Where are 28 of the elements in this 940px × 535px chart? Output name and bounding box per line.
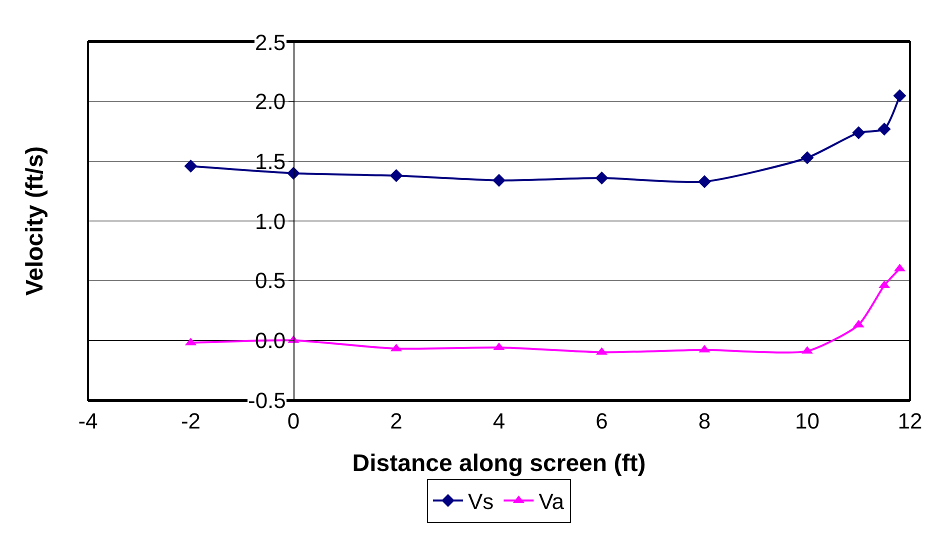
y-tick-label: 0.5 (255, 268, 286, 293)
x-tick-label: 0 (287, 408, 300, 434)
legend-label: Vs (468, 489, 494, 514)
point (698, 175, 711, 188)
x-tick-label: 6 (596, 408, 608, 434)
x-axis-title: Distance along screen (ft) (352, 450, 646, 478)
x-tick-label: 4 (492, 408, 506, 434)
y-tick-label: 2.0 (255, 89, 286, 114)
x-tick-label: -4 (78, 408, 98, 434)
point (852, 126, 866, 140)
y-axis-title: Velocity (ft/s) (22, 146, 49, 296)
x-tick-label: 10 (795, 408, 820, 434)
point (800, 151, 814, 164)
point (893, 89, 906, 102)
point (390, 169, 403, 182)
y-tick-label: -0.5 (248, 388, 286, 413)
point (595, 172, 608, 185)
legend-label: Va (538, 489, 565, 514)
x-tick-label: 8 (698, 408, 711, 434)
x-tick-label: 12 (898, 408, 922, 434)
y-tick-label: 1.0 (255, 209, 286, 234)
x-tick-label: -2 (180, 408, 201, 434)
point (184, 160, 198, 173)
point (878, 122, 891, 136)
point (492, 174, 506, 187)
y-tick-label: 2.5 (255, 30, 286, 55)
x-tick-label: 2 (390, 408, 402, 434)
y-tick-label: 1.5 (255, 149, 286, 174)
